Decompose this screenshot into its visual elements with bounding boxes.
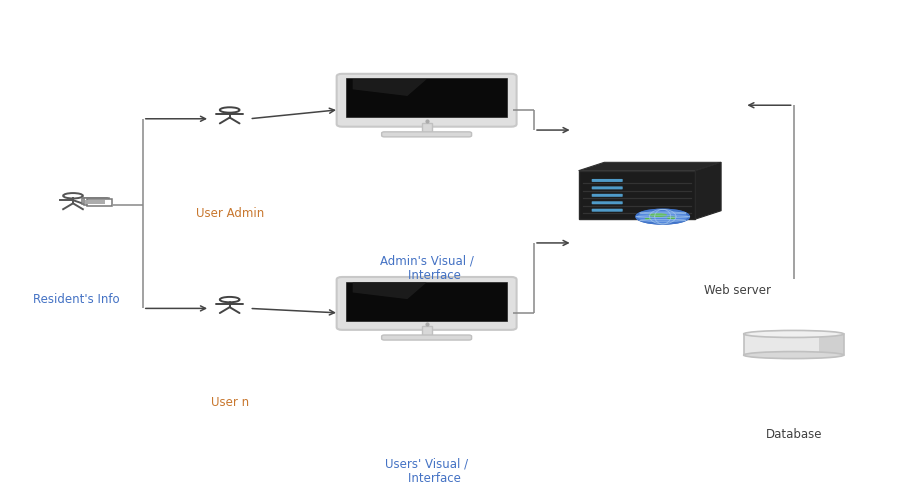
- Ellipse shape: [744, 330, 843, 337]
- Text: User n: User n: [211, 397, 249, 409]
- Polygon shape: [353, 79, 427, 96]
- FancyBboxPatch shape: [382, 335, 471, 340]
- FancyBboxPatch shape: [578, 171, 695, 219]
- FancyBboxPatch shape: [337, 74, 516, 127]
- FancyBboxPatch shape: [744, 334, 843, 355]
- Text: Admin's Visual /
    Interface: Admin's Visual / Interface: [380, 254, 473, 282]
- FancyBboxPatch shape: [87, 199, 111, 206]
- FancyBboxPatch shape: [337, 277, 516, 330]
- Ellipse shape: [744, 351, 843, 359]
- Text: Database: Database: [765, 428, 822, 441]
- Polygon shape: [578, 162, 721, 171]
- FancyBboxPatch shape: [347, 78, 507, 117]
- FancyBboxPatch shape: [382, 132, 471, 137]
- Polygon shape: [695, 162, 721, 219]
- FancyBboxPatch shape: [592, 179, 622, 182]
- Ellipse shape: [648, 213, 667, 217]
- FancyBboxPatch shape: [592, 194, 622, 197]
- FancyBboxPatch shape: [592, 208, 622, 212]
- FancyBboxPatch shape: [819, 334, 843, 355]
- FancyBboxPatch shape: [82, 198, 107, 204]
- Text: Web server: Web server: [704, 283, 771, 296]
- Ellipse shape: [636, 209, 690, 224]
- FancyBboxPatch shape: [421, 123, 432, 134]
- Text: Users' Visual /
    Interface: Users' Visual / Interface: [385, 457, 468, 486]
- Polygon shape: [353, 282, 427, 299]
- Text: Resident's Info: Resident's Info: [32, 293, 119, 306]
- FancyBboxPatch shape: [347, 281, 507, 320]
- FancyBboxPatch shape: [592, 187, 622, 190]
- Text: User Admin: User Admin: [196, 207, 264, 220]
- Ellipse shape: [645, 218, 651, 220]
- FancyBboxPatch shape: [592, 201, 622, 204]
- FancyBboxPatch shape: [421, 326, 432, 337]
- Ellipse shape: [666, 216, 676, 219]
- FancyBboxPatch shape: [84, 198, 109, 205]
